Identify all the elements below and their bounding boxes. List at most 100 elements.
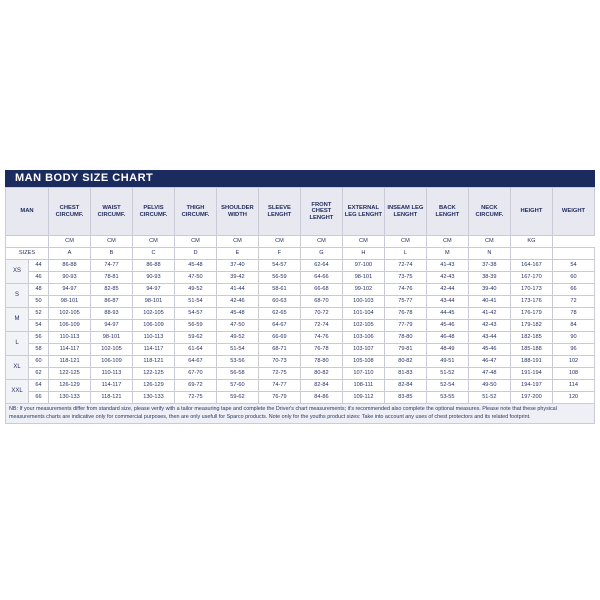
unit-cell: CM	[131, 235, 175, 248]
measure-cell: 108-111	[341, 379, 385, 392]
measure-cell: 41-43	[425, 259, 469, 272]
measure-cell: 37-40	[215, 259, 259, 272]
measure-cell: 98-101	[341, 271, 385, 284]
measure-cell: 191-194	[509, 367, 554, 380]
measure-cell: 114-117	[131, 343, 175, 356]
measure-cell: 103-107	[341, 343, 385, 356]
measure-cell: 94-97	[48, 283, 91, 296]
unit-cell: CM	[299, 235, 343, 248]
measure-cell: 114-117	[90, 379, 133, 392]
empty-cell	[552, 247, 595, 260]
measure-cell: 57-60	[215, 379, 259, 392]
measure-cell: 122-125	[48, 367, 91, 380]
size-chart: MAN BODY SIZE CHART MAN CHEST CIRCUMF. WAI…	[4, 170, 595, 425]
measure-cell: 51-54	[215, 343, 259, 356]
size-row: 58 114-117 102-105 114-117 61-64 51-54 68-71 76…	[6, 343, 595, 356]
measure-cell: 130-133	[48, 391, 91, 404]
code-cell: C	[131, 247, 175, 260]
size-number: 64	[27, 379, 50, 392]
measure-cell: 74-76	[299, 331, 343, 344]
measure-cell: 110-113	[90, 367, 133, 380]
measure-cell: 106-109	[131, 319, 175, 332]
measure-cell: 70-73	[257, 355, 301, 368]
measure-cell: 56-58	[215, 367, 259, 380]
measure-cell: 102-105	[131, 307, 175, 320]
measure-cell: 46-47	[467, 355, 511, 368]
size-row: L 56 110-113 98-101 110-113 59-62 49-52 66-69 74…	[5, 331, 595, 356]
measure-cell: 62-64	[299, 259, 343, 272]
measure-cell: 100-103	[341, 295, 385, 308]
size-row: 54 106-109 94-97 106-109 56-59 47-50 64-67 72-7…	[6, 319, 595, 332]
measure-cell: 72	[552, 295, 595, 308]
measure-cell: 60-63	[257, 295, 301, 308]
measure-cell: 49-52	[215, 331, 259, 344]
code-cell: G	[299, 247, 343, 260]
measure-cell: 66-69	[257, 331, 301, 344]
measure-cell: 126-129	[48, 379, 91, 392]
measure-cell: 96	[552, 343, 595, 356]
measure-cell: 79-81	[383, 343, 427, 356]
unit-cell: CM	[425, 235, 469, 248]
measure-cell: 67-70	[173, 367, 217, 380]
size-row: S 48 94-97 82-85 94-97 49-52 41-44 58-61 66-68 99…	[5, 283, 595, 308]
size-number: 46	[27, 271, 50, 284]
size-row: XL 60 118-121 106-109 118-121 64-67 53-56 70-73…	[5, 355, 595, 380]
measure-cell: 179-182	[509, 319, 554, 332]
size-group: S	[5, 283, 29, 308]
measure-cell: 51-54	[173, 295, 217, 308]
measure-cell: 48-49	[425, 343, 469, 356]
measure-cell: 108	[552, 367, 595, 380]
measure-cell: 41-42	[467, 307, 511, 320]
size-number: 58	[27, 343, 50, 356]
measure-cell: 176-179	[509, 307, 554, 320]
measure-cell: 114-117	[48, 343, 91, 356]
code-cell: H	[341, 247, 385, 260]
measure-cell: 66-68	[299, 283, 343, 296]
measure-cell: 76-78	[299, 343, 343, 356]
measure-cell: 83-85	[383, 391, 427, 404]
size-group: XS	[5, 259, 29, 284]
size-number: 56	[27, 331, 50, 344]
code-cell: E	[215, 247, 259, 260]
measure-cell: 56-59	[173, 319, 217, 332]
header-cell: INSEAM LEG LENGHT	[383, 187, 427, 236]
measure-cell: 42-44	[425, 283, 469, 296]
measure-cell: 185-188	[509, 343, 554, 356]
measure-cell: 69-72	[173, 379, 217, 392]
header-cell: BACK LENGHT	[425, 187, 469, 236]
measure-cell: 76-79	[257, 391, 301, 404]
measure-cell: 46-48	[425, 331, 469, 344]
measure-cell: 52-54	[425, 379, 469, 392]
measure-cell: 78-80	[383, 331, 427, 344]
size-number: 48	[27, 283, 50, 296]
measure-cell: 74-77	[90, 259, 133, 272]
header-cell: WEIGHT	[552, 187, 595, 236]
measure-cell: 43-44	[467, 331, 511, 344]
measure-cell: 90	[552, 331, 595, 344]
header-row: MAN CHEST CIRCUMF. WAIST CIRCUMF. PELVIS CI…	[4, 187, 595, 236]
measure-cell: 126-129	[131, 379, 175, 392]
size-group: L	[5, 331, 29, 356]
measure-cell: 82-84	[383, 379, 427, 392]
measure-cell: 47-50	[215, 319, 259, 332]
header-cell: SLEEVE LENGHT	[257, 187, 301, 236]
units-row: CM CM CM CM CM CM CM CM CM CM CM KG	[4, 235, 595, 248]
measure-cell: 60	[552, 271, 595, 284]
measure-cell: 74-76	[383, 283, 427, 296]
measure-cell: 98-101	[90, 331, 133, 344]
measure-cell: 81-83	[383, 367, 427, 380]
measure-cell: 86-88	[48, 259, 91, 272]
measure-cell: 39-40	[467, 283, 511, 296]
unit-cell: KG	[509, 235, 554, 248]
size-row: 66 130-133 118-121 130-133 72-75 59-62 76-79 84…	[6, 391, 595, 404]
measure-cell: 68-71	[257, 343, 301, 356]
unit-cell: CM	[383, 235, 427, 248]
chart-title: MAN BODY SIZE CHART	[5, 170, 595, 187]
code-cell: M	[425, 247, 469, 260]
unit-cell: CM	[257, 235, 301, 248]
measure-cell: 118-121	[48, 355, 91, 368]
measure-cell: 170-173	[509, 283, 554, 296]
measure-cell: 118-121	[90, 391, 133, 404]
measure-cell: 53-55	[425, 391, 469, 404]
measure-cell: 72-74	[383, 259, 427, 272]
